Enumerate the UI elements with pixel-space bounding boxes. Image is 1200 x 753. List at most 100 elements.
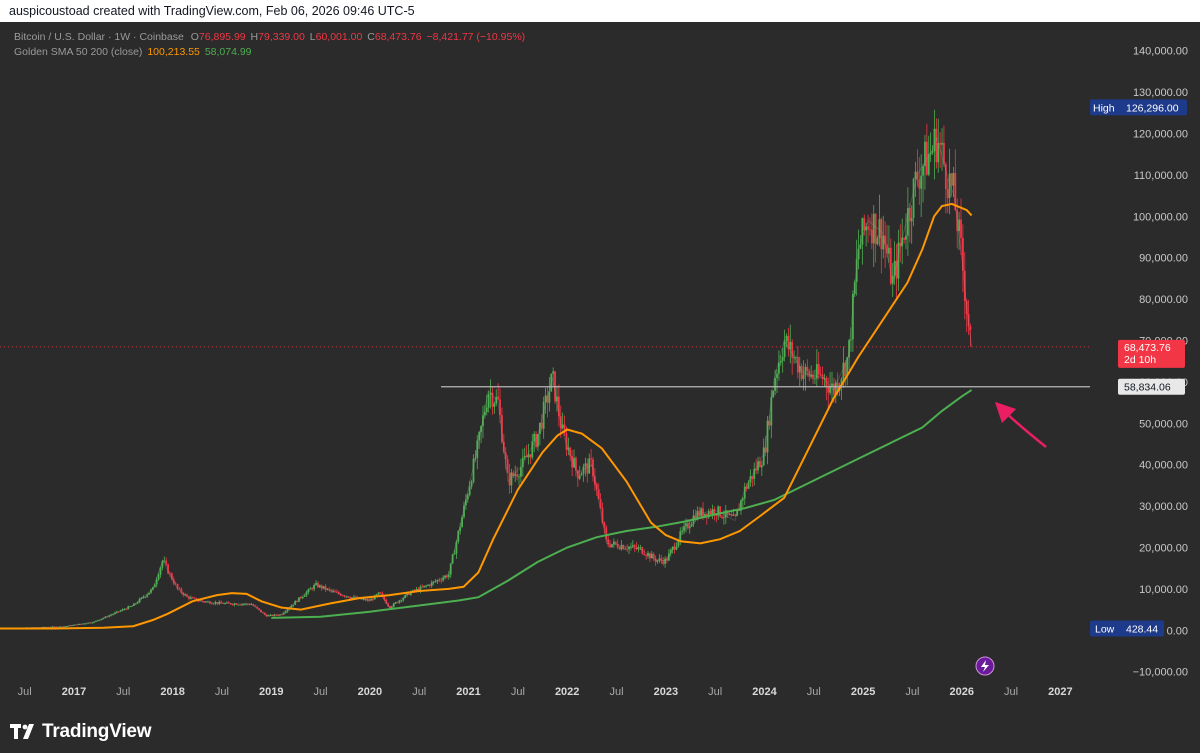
- candle-body: [326, 588, 329, 590]
- chart-area[interactable]: 140,000.00 130,000.00 120,000.00 110,000.00…: [0, 22, 1200, 710]
- candle-body: [172, 579, 175, 584]
- candle-body: [867, 226, 869, 230]
- candle-body: [208, 601, 211, 604]
- candle-body: [614, 541, 617, 544]
- candle-body: [222, 603, 224, 604]
- candle-body: [119, 610, 122, 612]
- candle-body: [229, 603, 232, 605]
- candle-body: [480, 426, 482, 433]
- candle-body: [313, 584, 316, 590]
- candle-body: [201, 600, 204, 602]
- candle-body: [916, 171, 919, 180]
- candle-body: [696, 510, 699, 520]
- candle-body: [745, 486, 748, 489]
- candle-body: [112, 614, 114, 615]
- candle-body: [351, 597, 353, 599]
- candle-body: [394, 602, 397, 604]
- candle-body: [478, 432, 481, 441]
- candle-body: [372, 599, 374, 600]
- candle-body: [793, 357, 795, 359]
- y-tick-label: 110,000.00: [1134, 170, 1188, 182]
- candle-body: [673, 546, 676, 550]
- candle-body: [755, 468, 758, 471]
- candle-body: [133, 603, 135, 606]
- candle-body: [121, 609, 124, 611]
- candle-body: [922, 166, 924, 176]
- candle-body: [533, 433, 536, 442]
- candle-body: [895, 260, 898, 279]
- candle-body: [593, 476, 596, 485]
- candle-body: [586, 463, 589, 474]
- candle-body: [294, 601, 297, 605]
- candle-body: [709, 511, 712, 515]
- time-scale-panel[interactable]: [0, 680, 1200, 710]
- candle-body: [508, 472, 511, 486]
- current-price-badge: 68,473.76 2d 10h: [1118, 339, 1185, 368]
- sma50-line: [0, 202, 973, 630]
- candle-body: [647, 553, 649, 556]
- candle-body: [385, 599, 388, 604]
- candle-body: [136, 602, 139, 604]
- candle-body: [880, 219, 883, 250]
- candle-body: [95, 620, 97, 622]
- candle-body: [569, 447, 572, 457]
- candle-body: [186, 594, 188, 597]
- candle-body: [334, 590, 336, 592]
- candle-body: [404, 594, 407, 598]
- candle-body: [630, 546, 632, 548]
- candle-body: [62, 626, 65, 628]
- candle-body: [857, 248, 860, 260]
- candle-body: [123, 609, 126, 611]
- candle-body: [878, 219, 881, 239]
- candle-body: [203, 601, 206, 603]
- candle-body: [859, 244, 862, 249]
- candle-body: [542, 401, 545, 429]
- candle-body: [658, 558, 661, 561]
- annotation-arrow[interactable]: [994, 401, 1047, 448]
- x-tick-label: 2020: [358, 686, 382, 698]
- event-lightning-icon[interactable]: [975, 656, 995, 676]
- candle-body: [461, 516, 464, 528]
- candle-body: [666, 558, 668, 561]
- candle-body: [833, 383, 835, 395]
- candle-body: [783, 341, 786, 357]
- candle-body: [540, 422, 543, 429]
- candle-body: [960, 219, 962, 239]
- candle-body: [284, 611, 287, 613]
- candle-body: [732, 514, 735, 516]
- tradingview-logo[interactable]: TradingView: [10, 721, 152, 743]
- x-tick-label: Jul: [511, 686, 525, 698]
- candle-body: [100, 618, 103, 620]
- sma50-value: 100,213.55: [147, 46, 200, 58]
- candle-body: [178, 588, 181, 590]
- candle-body: [387, 603, 390, 607]
- candle-body: [455, 541, 458, 554]
- candle-body: [582, 466, 585, 474]
- candle-body: [487, 394, 490, 408]
- candle-body: [855, 259, 858, 282]
- candle-body: [299, 597, 302, 599]
- price-chart[interactable]: 140,000.00 130,000.00 120,000.00 110,000.00…: [0, 22, 1200, 710]
- candle-body: [901, 237, 904, 247]
- candle-body: [702, 508, 704, 517]
- candle-body: [518, 476, 520, 478]
- candle-body: [707, 511, 710, 518]
- candle-body: [645, 555, 648, 556]
- candle-body: [736, 510, 739, 516]
- candle-body: [237, 604, 240, 606]
- candle-body: [762, 447, 765, 466]
- candle-body: [626, 548, 629, 550]
- candle-body: [174, 583, 177, 585]
- candle-body: [432, 581, 435, 583]
- candle-body: [157, 574, 160, 580]
- candle-body: [317, 582, 319, 588]
- candle-body: [698, 510, 701, 517]
- candle-body: [683, 526, 685, 531]
- candle-body: [483, 412, 486, 416]
- candle-body: [565, 433, 568, 450]
- candle-body: [946, 189, 949, 199]
- tradingview-logo-icon: [10, 723, 34, 739]
- candle-body: [557, 396, 560, 417]
- candle-body: [747, 482, 750, 489]
- candle-body: [686, 523, 689, 529]
